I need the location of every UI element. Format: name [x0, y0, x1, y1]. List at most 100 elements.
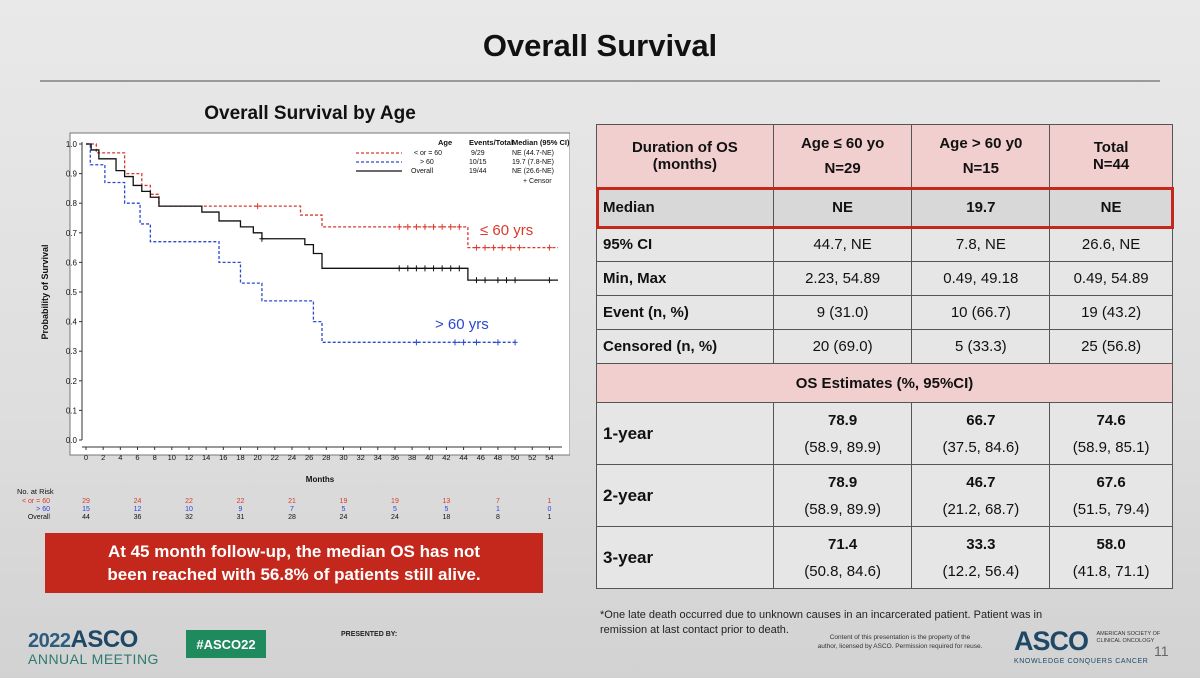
x-tick-label: 54	[545, 453, 553, 462]
x-tick-label: 22	[271, 453, 279, 462]
logo-brand: ASCO	[70, 626, 139, 653]
median-row: Median NE 19.7 NE	[595, 186, 1174, 229]
x-tick-label: 30	[339, 453, 347, 462]
censor-mark	[396, 265, 402, 272]
hashtag-badge: #ASCO22	[186, 630, 266, 658]
median-total: NE	[1049, 187, 1173, 228]
x-tick-label: 46	[477, 453, 485, 462]
median-le60: NE	[772, 187, 913, 228]
estimate-row-1-year: 1-year 78.9 (58.9, 89.9) 66.7 (37.5, 84.6)…	[596, 402, 1173, 465]
chart-legend: Age Events/Total Median (95% CI) < or = …	[356, 138, 570, 185]
x-tick-label: 38	[408, 453, 416, 462]
table-row: Min, Max 2.23, 54.89 0.49, 49.18 0.49, 5…	[596, 261, 1173, 296]
censor-mark	[405, 265, 411, 272]
legend-events-gt60: 10/15	[469, 159, 487, 166]
risk-count: 31	[237, 514, 245, 521]
legend-median-overall: NE (26.6-NE)	[512, 168, 554, 175]
chart-title: Overall Survival by Age	[204, 103, 416, 124]
callout-line-1: At 45 month follow-up, the median OS has…	[107, 542, 481, 561]
censor-mark	[431, 265, 437, 272]
y-tick-label: 0.7	[66, 229, 78, 238]
legend-age-le60: < or = 60	[414, 150, 442, 157]
estimate-row-2-year: 2-year 78.9 (58.9, 89.9) 46.7 (21.2, 68.7)…	[596, 464, 1173, 527]
censor-mark	[448, 265, 454, 272]
risk-count: 1	[547, 498, 551, 505]
y-tick-label: 0.1	[66, 406, 78, 415]
legend-age-gt60: > 60	[420, 159, 434, 166]
y-tick-label: 0.5	[66, 288, 78, 297]
legend-events-le60: 9/29	[471, 150, 485, 157]
risk-count: 32	[185, 514, 193, 521]
curve-label-gt60: > 60 yrs	[435, 316, 489, 333]
society-tagline: KNOWLEDGE CONQUERS CANCER	[1014, 658, 1149, 665]
curve-label-le60: ≤ 60 yrs	[480, 222, 533, 239]
censor-mark	[431, 223, 437, 230]
risk-count: 12	[134, 506, 142, 513]
censor-mark	[473, 244, 479, 251]
x-tick-label: 20	[253, 453, 261, 462]
title-divider	[40, 80, 1160, 82]
footnote: *One late death occurred due to unknown …	[600, 609, 1043, 636]
censor-mark	[495, 277, 501, 284]
survival-curves	[86, 143, 558, 343]
risk-count: 1	[547, 514, 551, 521]
logo-year: 2022	[28, 630, 71, 652]
censor-mark	[495, 339, 501, 346]
risk-count: 24	[134, 498, 142, 505]
x-tick-label: 24	[288, 453, 296, 462]
risk-count: 19	[340, 498, 348, 505]
risk-count: 15	[82, 506, 90, 513]
header-age-gt60: Age > 60 y0 N=15	[911, 124, 1051, 188]
legend-median-gt60: 19.7 (7.8-NE)	[512, 159, 554, 166]
risk-count: 22	[185, 498, 193, 505]
header-age-le60: Age ≤ 60 yo N=29	[772, 124, 913, 188]
x-tick-label: 42	[442, 453, 450, 462]
callout-line-2: been reached with 56.8% of patients stil…	[107, 565, 481, 584]
risk-count: 1	[496, 506, 500, 513]
os-summary-table: Duration of OS (months) Age ≤ 60 yo N=29 A…	[595, 124, 1174, 589]
y-tick-label: 0.2	[66, 377, 78, 386]
society-logo-text: ASCO	[1014, 626, 1089, 656]
y-tick-label: 0.0	[66, 436, 78, 445]
table-row: 95% CI 44.7, NE 7.8, NE 26.6, NE	[596, 227, 1173, 262]
censor-mark	[456, 265, 462, 272]
x-tick-label: 14	[202, 453, 210, 462]
legend-events-overall: 19/44	[469, 168, 487, 175]
risk-count: 0	[547, 506, 551, 513]
risk-count: 44	[82, 514, 90, 521]
censor-mark	[448, 223, 454, 230]
x-tick-label: 12	[185, 453, 193, 462]
censor-mark	[456, 223, 462, 230]
risk-count: 21	[288, 498, 296, 505]
x-tick-label: 10	[168, 453, 176, 462]
x-tick-label: 16	[219, 453, 227, 462]
asco-annual-meeting-logo: 2022ASCO ANNUAL MEETING	[28, 626, 159, 667]
censor-mark	[516, 244, 522, 251]
censor-mark	[482, 244, 488, 251]
x-tick-label: 34	[374, 453, 382, 462]
risk-count: 29	[82, 498, 90, 505]
censor-mark	[473, 339, 479, 346]
x-tick-label: 52	[528, 453, 536, 462]
asco-society-logo: ASCO AMERICAN SOCIETY OF CLINICAL ONCOLO…	[1014, 626, 1191, 665]
os-estimates-header: OS Estimates (%, 95%CI)	[596, 363, 1173, 403]
slide-title: Overall Survival	[482, 28, 718, 63]
risk-row-label: > 60	[36, 506, 50, 513]
censor-mark	[422, 223, 428, 230]
x-tick-label: 40	[425, 453, 433, 462]
table-header-row: Duration of OS (months) Age ≤ 60 yo N=29 A…	[596, 124, 1173, 188]
estimate-row-3-year: 3-year 71.4 (50.8, 84.6) 33.3 (12.2, 56.4)…	[596, 526, 1173, 589]
censor-mark	[504, 277, 510, 284]
censor-mark	[473, 277, 479, 284]
risk-count: 28	[288, 514, 296, 521]
y-tick-label: 1.0	[66, 140, 78, 149]
censor-mark	[439, 223, 445, 230]
censor-mark	[439, 265, 445, 272]
y-axis-label: Probability of Survival	[40, 244, 50, 339]
risk-count: 19	[391, 498, 399, 505]
x-tick-label: 18	[236, 453, 244, 462]
survival-curve-overall	[86, 143, 558, 281]
censor-mark	[259, 235, 265, 242]
legend-header-median: Median (95% CI)	[512, 138, 570, 147]
risk-row-label: < or = 60	[22, 498, 50, 505]
